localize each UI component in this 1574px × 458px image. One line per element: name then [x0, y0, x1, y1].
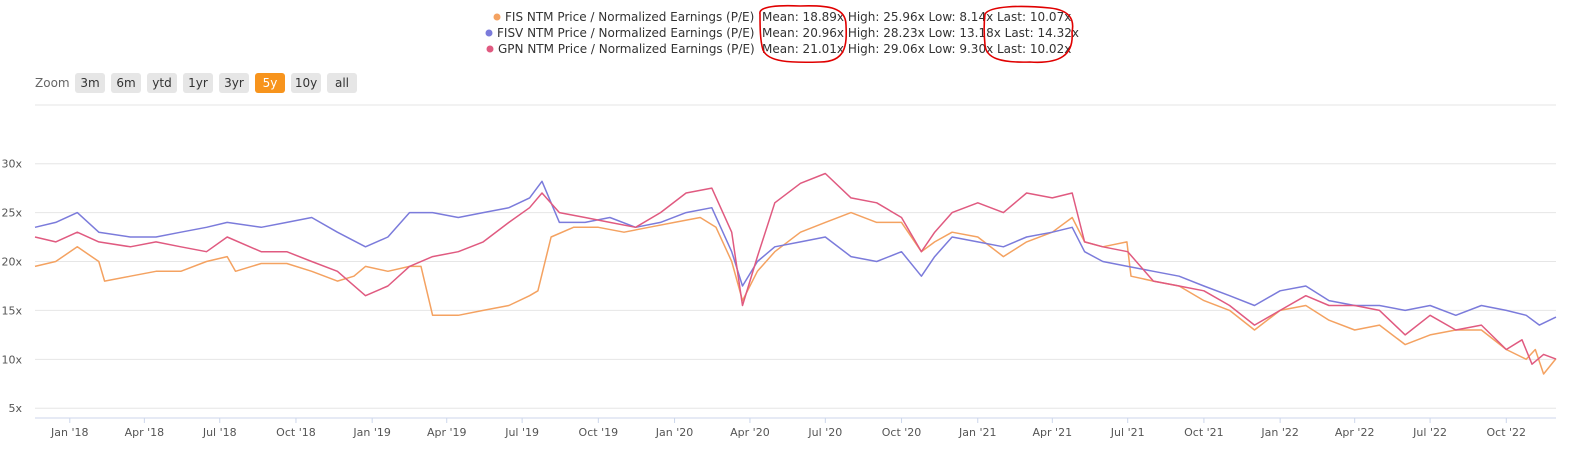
- x-tick-label: Oct '19: [579, 426, 619, 439]
- legend-item-gpn[interactable]: GPN NTM Price / Normalized Earnings (P/E…: [486, 42, 1072, 56]
- zoom-button-label: ytd: [152, 76, 171, 90]
- zoom-button-bg: [291, 73, 321, 93]
- x-tick-label: Jan '22: [1260, 426, 1298, 439]
- x-tick-label: Jul '22: [1412, 426, 1447, 439]
- zoom-button-5y[interactable]: 5y: [255, 73, 285, 93]
- x-tick-label: Jan '18: [50, 426, 88, 439]
- zoom-button-label: 5y: [263, 76, 278, 90]
- x-tick-label: Apr '19: [427, 426, 467, 439]
- zoom-button-all[interactable]: all: [327, 73, 357, 93]
- legend: FIS NTM Price / Normalized Earnings (P/E…: [485, 4, 1079, 64]
- zoom-controls: Zoom 3m 6m ytd 1yr 3yr 5y 10y all: [35, 73, 357, 93]
- zoom-button-bg: [147, 73, 177, 93]
- series-line-fis: [34, 211, 1557, 375]
- zoom-button-bg: [327, 73, 357, 93]
- legend-label-fis: FIS NTM Price / Normalized Earnings (P/E…: [505, 10, 754, 24]
- legend-item-fisv[interactable]: FISV NTM Price / Normalized Earnings (P/…: [485, 26, 1079, 40]
- y-tick-label: 15x: [1, 304, 22, 317]
- x-tick-label: Apr '21: [1033, 426, 1073, 439]
- x-tick-label: Jul '20: [807, 426, 842, 439]
- annotation-circle-last: [983, 5, 1074, 64]
- zoom-button-label: 10y: [295, 76, 317, 90]
- x-tick-label: Apr '18: [125, 426, 165, 439]
- zoom-button-10y[interactable]: 10y: [291, 73, 321, 93]
- y-tick-label: 20x: [1, 256, 22, 269]
- zoom-button-label: 6m: [116, 76, 135, 90]
- legend-stats-fis: Mean: 18.89x High: 25.96x Low: 8.14x Las…: [762, 10, 1071, 24]
- x-tick-label: Jan '21: [958, 426, 996, 439]
- zoom-button-label: 3yr: [224, 76, 244, 90]
- y-tick-label: 10x: [1, 353, 22, 366]
- x-tick-label: Oct '18: [276, 426, 316, 439]
- legend-label-fisv: FISV NTM Price / Normalized Earnings (P/…: [497, 26, 754, 40]
- zoom-button-bg: [219, 73, 249, 93]
- zoom-button-bg: [111, 73, 141, 93]
- y-tick-label: 30x: [1, 158, 22, 171]
- zoom-button-bg: [183, 73, 213, 93]
- zoom-label: Zoom: [35, 76, 70, 90]
- x-tick-label: Oct '21: [1184, 426, 1224, 439]
- zoom-button-label: 1yr: [188, 76, 208, 90]
- legend-stats-gpn: Mean: 21.01x High: 29.06x Low: 9.30x Las…: [762, 42, 1071, 56]
- zoom-button-3yr[interactable]: 3yr: [219, 73, 249, 93]
- zoom-button-1yr[interactable]: 1yr: [183, 73, 213, 93]
- legend-item-fis[interactable]: FIS NTM Price / Normalized Earnings (P/E…: [493, 10, 1072, 24]
- zoom-button-bg: [255, 73, 285, 93]
- x-tick-label: Oct '20: [882, 426, 922, 439]
- legend-stats-fisv: Mean: 20.96x High: 28.23x Low: 13.18x La…: [762, 26, 1079, 40]
- x-tick-label: Jul '18: [202, 426, 237, 439]
- series-line-fisv: [34, 180, 1557, 326]
- zoom-button-bg: [75, 73, 105, 93]
- series-line-gpn: [34, 172, 1557, 365]
- series-lines: [34, 172, 1557, 375]
- x-tick-label: Jul '21: [1110, 426, 1145, 439]
- grid: [35, 104, 1556, 409]
- legend-label-gpn: GPN NTM Price / Normalized Earnings (P/E…: [498, 42, 755, 56]
- y-tick-label: 25x: [1, 207, 22, 220]
- zoom-button-3m[interactable]: 3m: [75, 73, 105, 93]
- zoom-button-ytd[interactable]: ytd: [147, 73, 177, 93]
- x-tick-label: Jul '19: [504, 426, 539, 439]
- x-tick-label: Jan '20: [655, 426, 693, 439]
- legend-marker-fisv: [485, 29, 493, 37]
- zoom-button-label: 3m: [80, 76, 99, 90]
- annotation-circle-mean: [759, 4, 848, 64]
- x-axis-ticks: Jan '18 Apr '18 Jul '18 Oct '18 Jan '19 Apr '…: [50, 418, 1526, 439]
- y-axis-labels: 5x 10x 15x 20x 25x 30x: [1, 158, 22, 416]
- legend-marker-fis: [493, 13, 501, 21]
- x-tick-label: Oct '22: [1487, 426, 1527, 439]
- x-tick-label: Jan '19: [352, 426, 390, 439]
- y-tick-label: 5x: [8, 402, 22, 415]
- zoom-button-label: all: [335, 76, 349, 90]
- x-tick-label: Apr '22: [1335, 426, 1375, 439]
- zoom-button-6m[interactable]: 6m: [111, 73, 141, 93]
- legend-marker-gpn: [486, 45, 494, 53]
- x-tick-label: Apr '20: [730, 426, 770, 439]
